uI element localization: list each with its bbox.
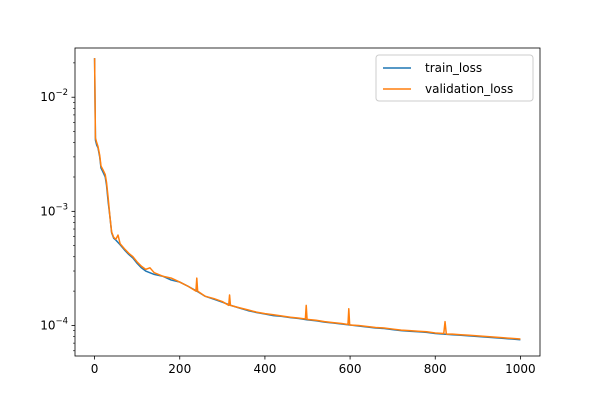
- legend: train_loss validation_loss: [375, 54, 534, 102]
- legend-label-train-loss: train_loss: [425, 61, 482, 75]
- y-tick-exponent: −4: [55, 316, 68, 326]
- x-tick-label: 800: [424, 362, 447, 376]
- series-line-validation-loss: [93, 58, 521, 340]
- y-tick-base: 10: [40, 204, 55, 218]
- x-tick-label: 200: [168, 362, 191, 376]
- y-tick-exponent: −2: [55, 88, 68, 98]
- x-tick-label: 600: [339, 362, 362, 376]
- x-tick-label: 0: [91, 362, 99, 376]
- y-tick-base: 10: [40, 318, 55, 332]
- y-tick-label: 10−2: [40, 88, 68, 104]
- x-tick-label: 1000: [505, 362, 536, 376]
- legend-label-validation-loss: validation_loss: [425, 82, 513, 96]
- legend-box: [375, 54, 534, 102]
- y-tick-base: 10: [40, 90, 55, 104]
- y-axis: 10−210−310−4: [40, 62, 75, 352]
- y-tick-label: 10−3: [40, 202, 68, 218]
- y-tick-exponent: −3: [55, 202, 68, 212]
- x-axis: 0 200 400 600 800 1000: [91, 356, 536, 376]
- legend-items: train_loss validation_loss: [383, 61, 513, 96]
- plot-area-frame: [74, 47, 541, 357]
- y-tick-label: 10−4: [40, 316, 68, 332]
- x-tick-label: 400: [253, 362, 276, 376]
- series-layer: [93, 58, 521, 341]
